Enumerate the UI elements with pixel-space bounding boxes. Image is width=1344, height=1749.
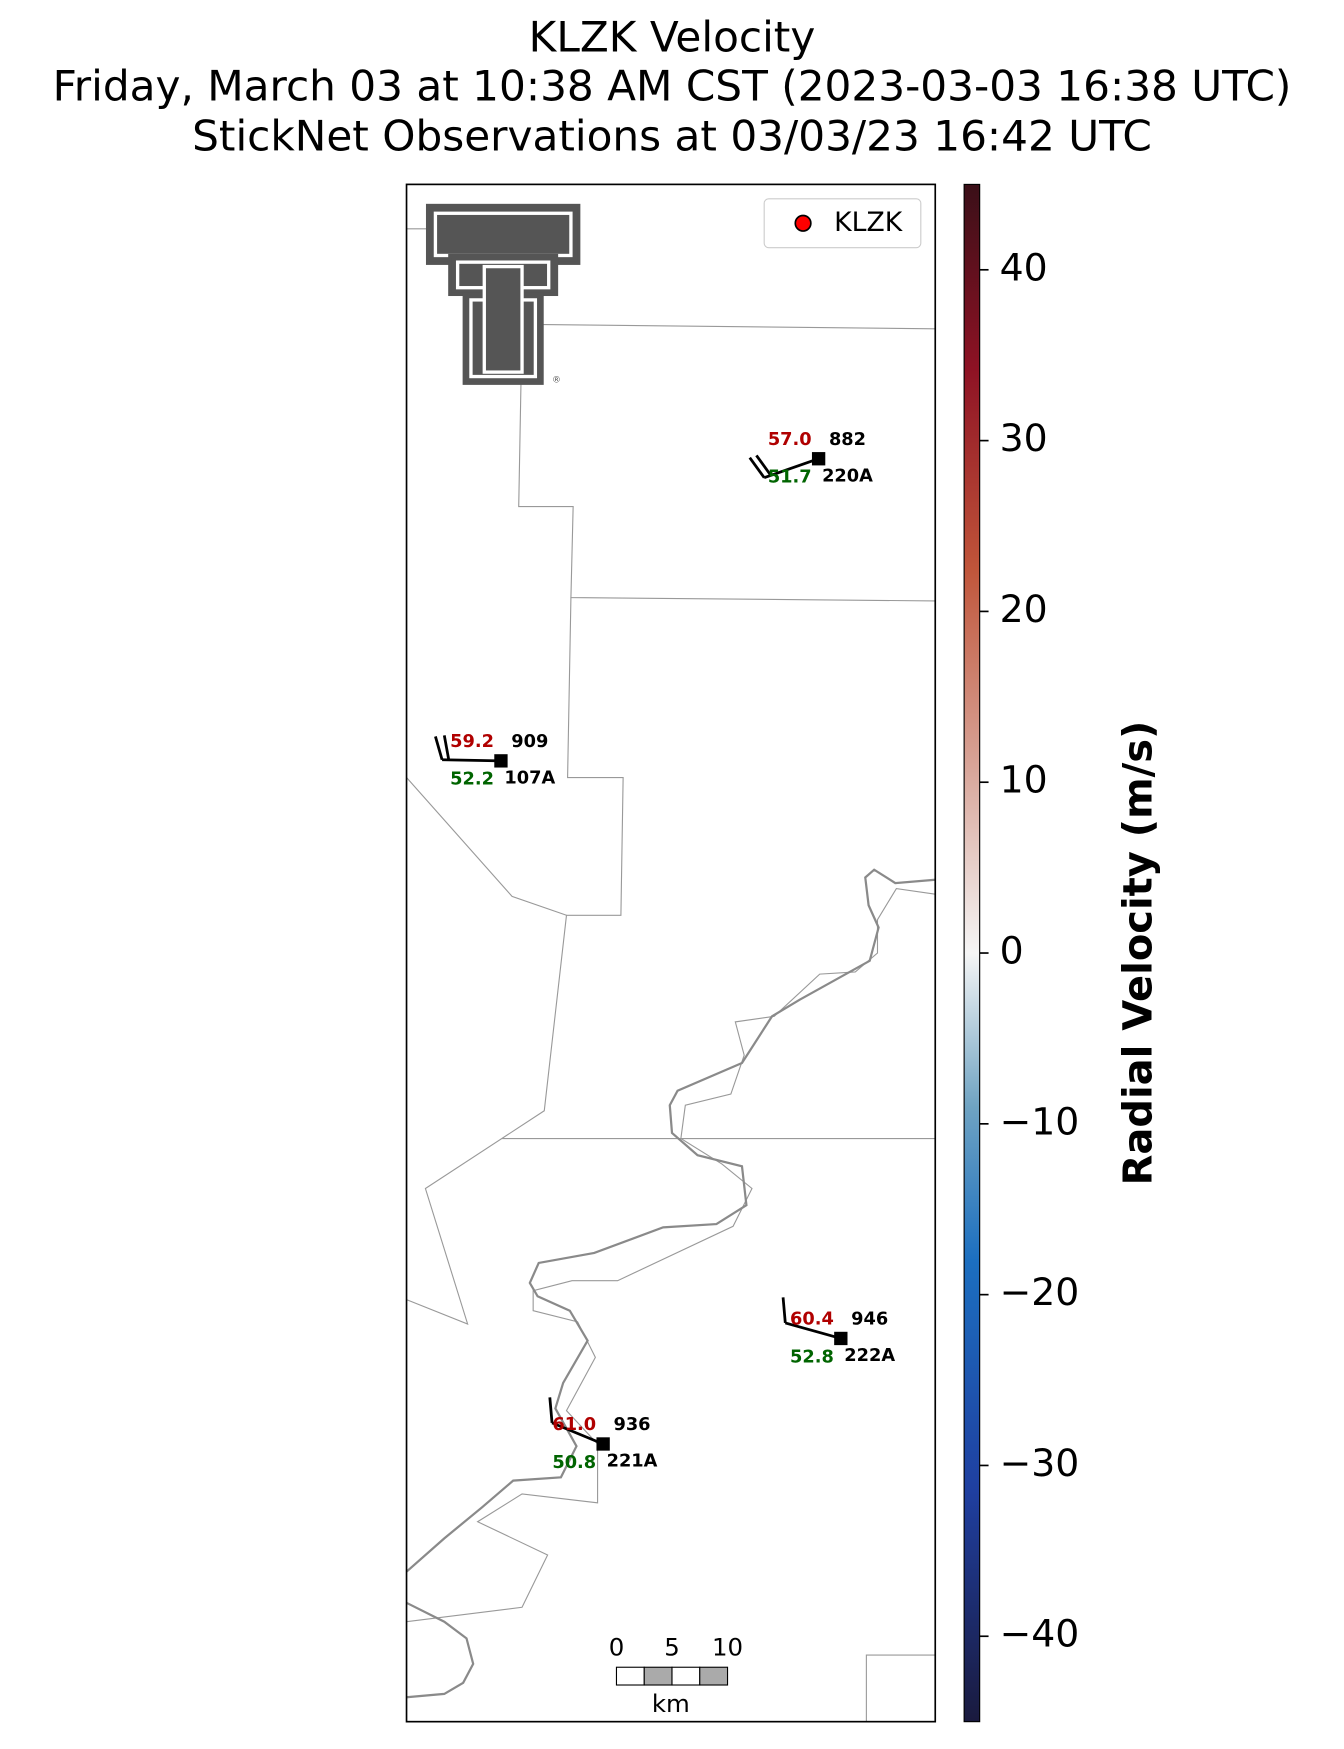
colorbar <box>963 183 981 1723</box>
dewpoint: 52.2 <box>450 770 494 790</box>
tick-label: −30 <box>1000 1441 1080 1485</box>
dewpoint: 51.7 <box>768 468 812 488</box>
subtitle: StickNet Observations at 03/03/23 16:42 … <box>192 111 1152 160</box>
tick-label: −40 <box>1000 1612 1080 1656</box>
map-frame <box>405 183 937 1723</box>
subtitle: Friday, March 03 at 10:38 AM CST (2023-0… <box>53 61 1292 110</box>
svg-text:®: ® <box>552 375 561 385</box>
tick-label: 40 <box>1000 245 1048 289</box>
wind-barb <box>781 1297 787 1324</box>
wind-barb <box>748 456 766 479</box>
colorbar-ticks: −40 −30 −20 −10 0 10 20 30 40 <box>979 245 1080 1656</box>
legend-label: KLZK <box>834 207 904 238</box>
dewpoint: 52.8 <box>790 1347 834 1367</box>
tick-label: 0 <box>1000 929 1024 973</box>
pressure: 909 <box>511 732 548 752</box>
station-marker <box>834 1331 848 1346</box>
dewpoint: 50.8 <box>552 1453 596 1473</box>
wind-barb <box>442 758 501 763</box>
tick-label: 10 <box>1000 758 1048 802</box>
title: KLZK Velocity <box>529 12 816 61</box>
temperature: 60.4 <box>790 1310 834 1330</box>
pressure: 882 <box>829 430 866 450</box>
tick-label: 20 <box>1000 587 1048 631</box>
temperature: 61.0 <box>552 1415 596 1435</box>
station-marker <box>811 452 826 466</box>
station-id: 220A <box>822 467 873 487</box>
wind-barb <box>548 1397 554 1423</box>
wind-barb <box>784 1321 842 1340</box>
station-id: 222A <box>844 1346 895 1366</box>
pressure: 946 <box>851 1310 888 1330</box>
wind-barb <box>434 736 444 761</box>
stations: 57.0 882 51.7 220A 59.2 909 52.2 107A 60.4 946 52.… <box>434 430 895 1473</box>
scale-label: 10 <box>712 1632 743 1661</box>
station-marker <box>494 754 508 768</box>
colorbar-label: Radial Velocity (m/s) <box>1116 721 1162 1186</box>
station-id: 107A <box>504 769 555 789</box>
scalebar: 0 5 10 km <box>609 1632 743 1718</box>
legend-marker <box>794 214 812 232</box>
station-id: 221A <box>607 1452 658 1472</box>
scale-label: 0 <box>609 1632 625 1661</box>
tick-label: 30 <box>1000 416 1048 460</box>
wind-barb <box>755 454 772 477</box>
temperature: 59.2 <box>450 732 494 752</box>
temperature: 57.0 <box>768 430 812 450</box>
wind-barb <box>763 457 820 479</box>
wind-barb <box>442 735 451 761</box>
station-marker <box>596 1437 610 1451</box>
wind-barb <box>551 1421 604 1446</box>
legend: KLZK <box>763 198 922 249</box>
scale-label: 5 <box>664 1632 680 1661</box>
scale-unit: km <box>652 1689 690 1718</box>
map <box>405 206 936 1722</box>
tick-label: −10 <box>1000 1099 1080 1143</box>
pressure: 936 <box>613 1415 650 1435</box>
logo: ® <box>425 203 581 385</box>
tick-label: −20 <box>1000 1270 1080 1314</box>
